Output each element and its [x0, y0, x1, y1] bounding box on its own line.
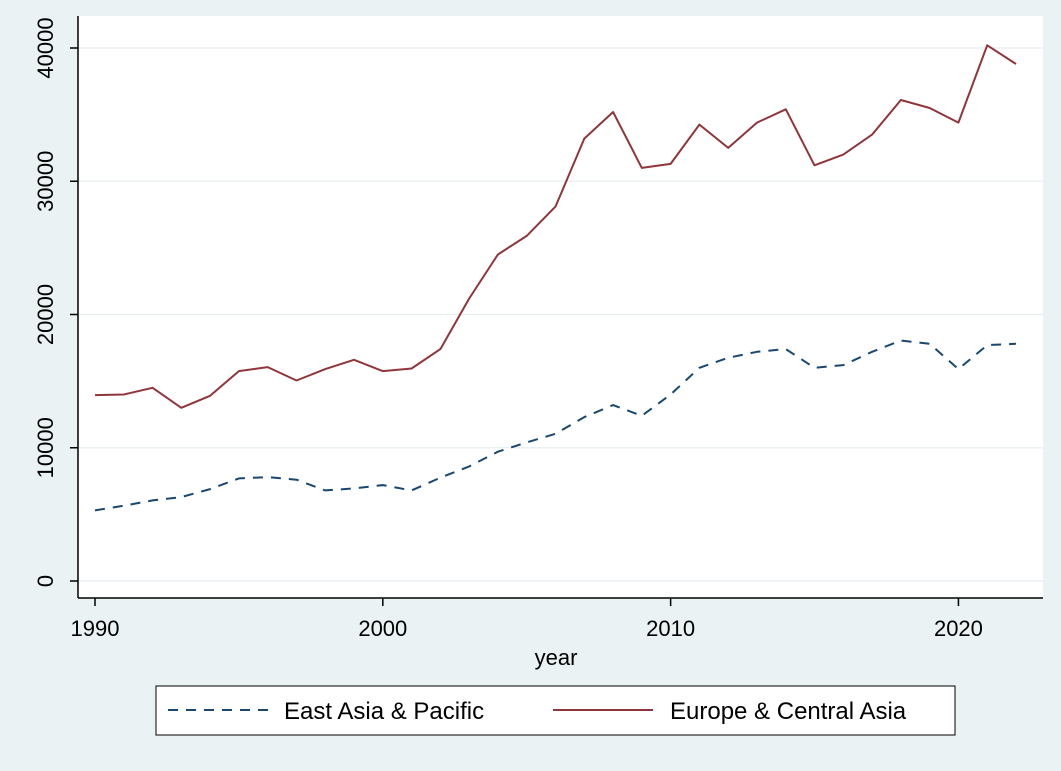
x-tick-label-2: 2010 — [646, 616, 695, 641]
x-tick-label-0: 1990 — [71, 616, 120, 641]
grid — [78, 47, 1043, 582]
y-ticks: 0 10000 20000 30000 40000 — [33, 17, 78, 587]
series-line-1 — [94, 44, 1017, 409]
legend: East Asia & Pacific Europe & Central Asi… — [155, 685, 956, 736]
series-lines — [94, 44, 1017, 512]
y-tick-label-0: 0 — [33, 575, 58, 587]
x-tick-label-1: 2000 — [358, 616, 407, 641]
legend-label-east-asia: East Asia & Pacific — [284, 698, 484, 725]
y-tick-label-1: 10000 — [33, 417, 58, 478]
x-tick-label-3: 2020 — [934, 616, 983, 641]
y-tick-label-2: 20000 — [33, 284, 58, 345]
x-ticks: 1990 2000 2010 2020 — [71, 598, 983, 641]
legend-label-europe: Europe & Central Asia — [670, 698, 907, 725]
y-tick-label-3: 30000 — [33, 151, 58, 212]
x-axis-title: year — [535, 645, 578, 670]
plot-area — [78, 16, 1043, 598]
y-tick-label-4: 40000 — [33, 17, 58, 78]
